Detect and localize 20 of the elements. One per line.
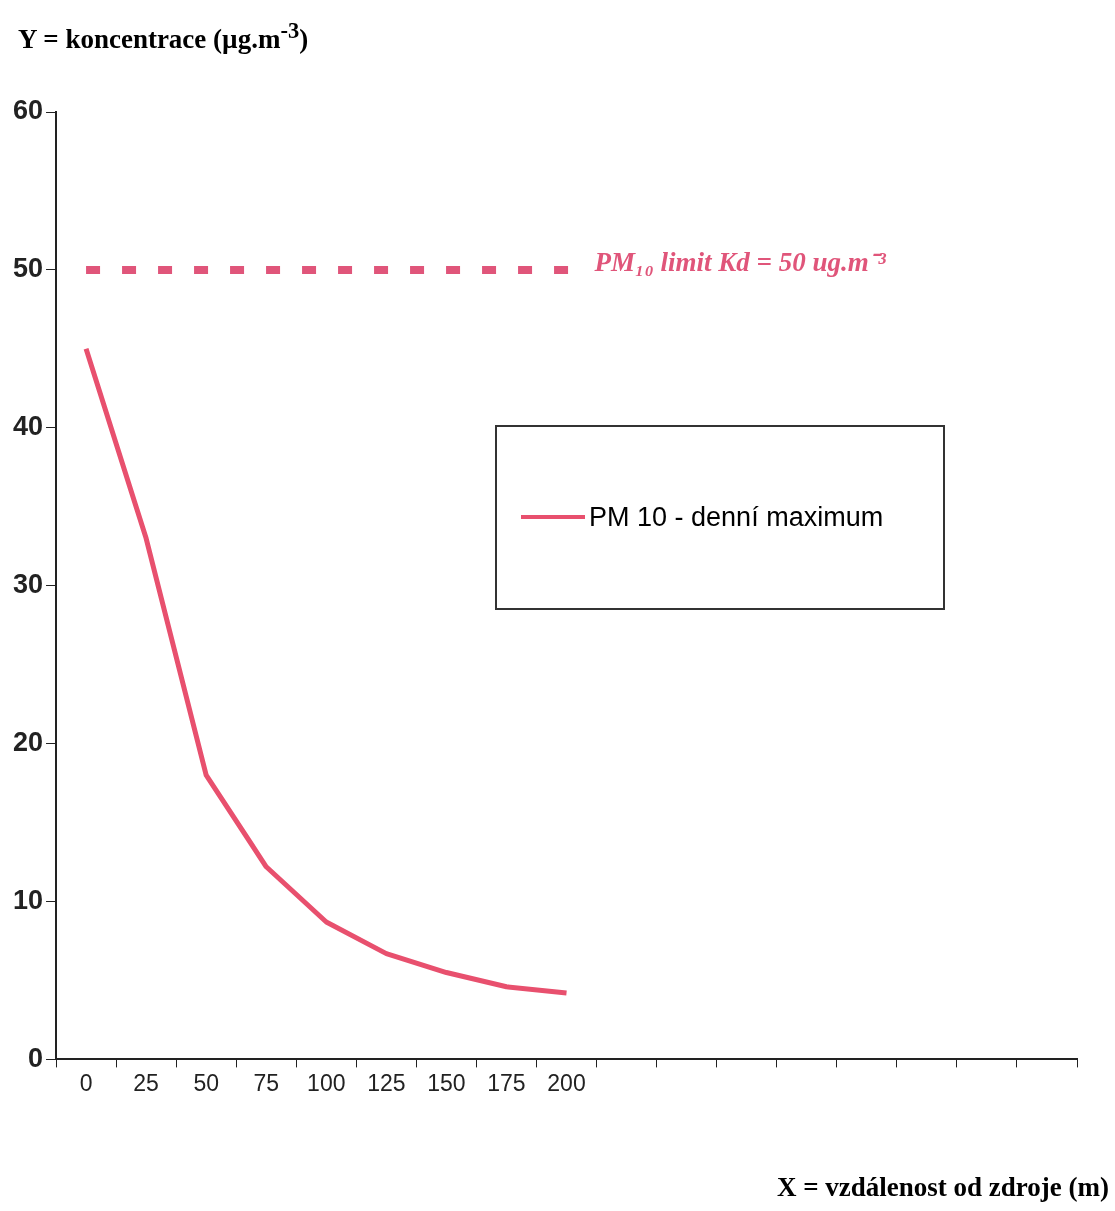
x-tick-label: 150	[427, 1069, 466, 1096]
x-axis-title: X = vzdálenost od zdroje (m)	[776, 1172, 1109, 1203]
x-tick-label: 200	[547, 1069, 586, 1096]
x-tick-label: 0	[79, 1069, 93, 1096]
y-tick-label: 50	[12, 253, 44, 284]
y-axis-title: Y = koncentrace (µg.m$^{-3}$)	[18, 18, 309, 55]
x-tick-label: 175	[487, 1069, 526, 1096]
x-tick-label: 100	[307, 1069, 346, 1096]
ref-line-label: PM₁₀ limit Kd = 50 ug.m⁻³	[593, 246, 887, 277]
y-tick-label: 60	[12, 95, 44, 126]
x-tick-label: 75	[253, 1069, 280, 1096]
legend-label: PM 10 - denní maximum	[589, 501, 884, 533]
y-tick-label: 40	[12, 411, 44, 442]
y-tick-label: 20	[12, 727, 44, 758]
y-tick-label: 30	[12, 569, 44, 600]
x-tick-label: 50	[193, 1069, 219, 1096]
x-tick-label: 25	[133, 1069, 159, 1096]
y-tick-label: 10	[12, 884, 44, 915]
x-tick-label: 125	[367, 1069, 406, 1096]
y-tick-label: 0	[28, 1042, 44, 1073]
